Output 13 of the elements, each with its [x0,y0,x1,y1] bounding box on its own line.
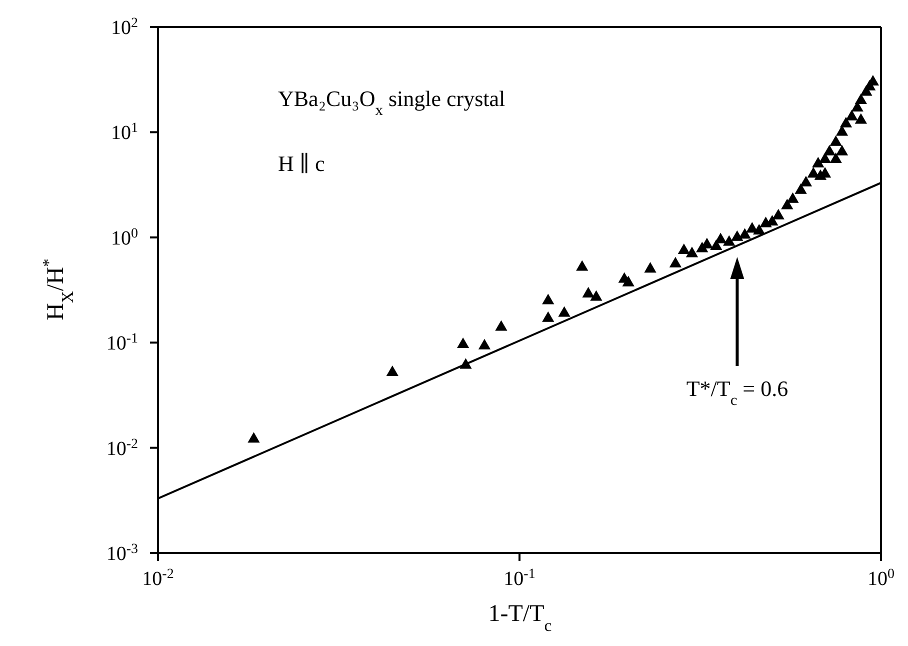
y-tick-label: 10$^{-2}$ [106,436,138,460]
y-tick-label: 10$^{-1}$ [106,331,138,355]
annotation: YBa₂Cu₃O$_{x}$ single crystal [278,86,506,118]
y-tick-label: 10$^{1}$ [111,120,138,144]
y-tick-label: 10$^{0}$ [111,226,138,250]
x-tick-label: 10$^{-1}$ [504,566,536,590]
annotation: T*/T$_{c}$ = 0.6 [686,376,788,408]
x-tick-label: 10$^{0}$ [868,566,894,590]
y-tick-label: 10$^{2}$ [111,16,138,39]
annotation: H ∥ c [278,151,326,176]
y-tick-label: 10$^{-3}$ [106,542,138,565]
x-axis-title: 1-T/T$_{c}$ [488,601,552,634]
x-tick-label: 10$^{-2}$ [142,566,174,590]
